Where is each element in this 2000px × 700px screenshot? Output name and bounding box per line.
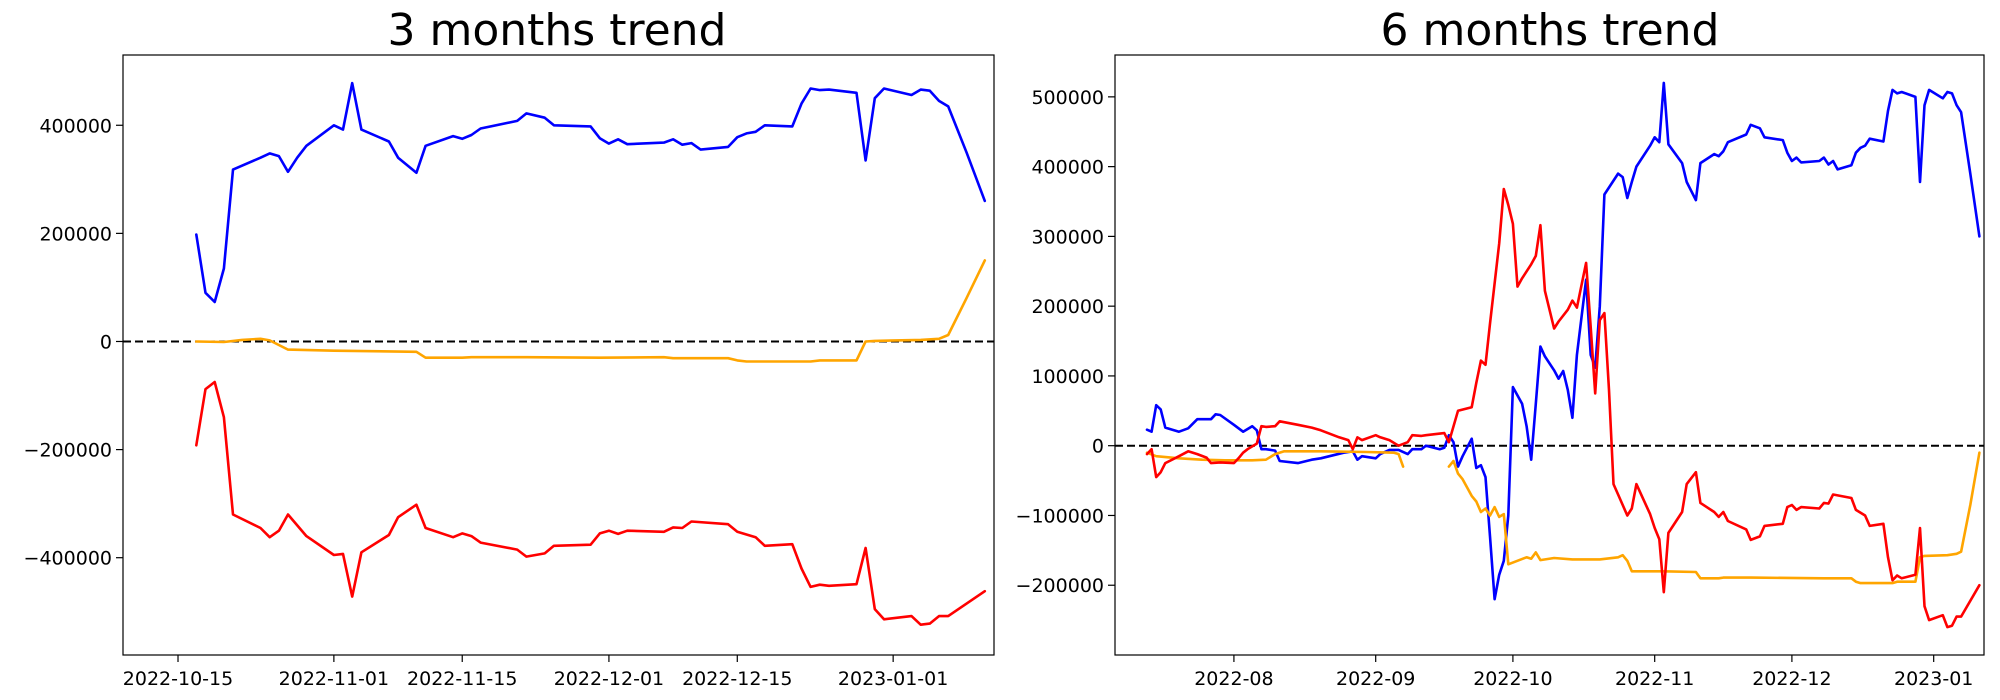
- x-tick-label: 2022-12: [1752, 668, 1831, 690]
- y-tick-label: 300000: [1031, 226, 1104, 248]
- x-tick-label: 2022-12-01: [554, 668, 664, 690]
- axes-frame: [1114, 54, 1985, 656]
- x-tick-label: 2023-01-01: [838, 668, 948, 690]
- x-tick-label: 2022-11-15: [407, 668, 517, 690]
- x-tick-label: 2023-01: [1894, 668, 1973, 690]
- y-tick-label: −200000: [1016, 575, 1104, 597]
- y-tick-label: 400000: [1031, 157, 1104, 179]
- y-tick-label: 200000: [39, 223, 112, 245]
- series-line-1: [195, 259, 987, 363]
- x-tick-label: 2022-08: [1194, 668, 1273, 690]
- plot-area: 2022-08 2022-09 2022-10 2022-11 2022-12 2023-…: [1016, 54, 1985, 690]
- chart-title: 3 months trend: [388, 5, 727, 56]
- x-tick-label: 2022-11: [1615, 668, 1694, 690]
- series-line-2: [1447, 451, 1981, 585]
- y-tick-label: 0: [1092, 436, 1104, 458]
- x-tick-label: 2022-10-15: [123, 668, 233, 690]
- y-tick-label: −200000: [24, 440, 112, 462]
- y-tick-label: 500000: [1031, 87, 1104, 109]
- plot-area: 2022-10-15 2022-11-01 2022-11-15 2022-12-01…: [24, 54, 995, 690]
- y-tick-label: −400000: [24, 548, 112, 570]
- axes-frame: [122, 54, 995, 656]
- series-line-2: [195, 380, 987, 626]
- series-line-0: [195, 81, 987, 304]
- chart-3-months: 3 months trend 2022-10-15 2022-11-01 2022-…: [24, 5, 995, 690]
- series-line-3: [1145, 187, 1981, 629]
- series-line-1: [1145, 450, 1405, 468]
- y-tick-label: −100000: [1016, 505, 1104, 527]
- x-tick-label: 2022-10: [1473, 668, 1552, 690]
- y-tick-label: 0: [100, 331, 112, 353]
- x-tick-label: 2022-12-15: [682, 668, 792, 690]
- y-tick-label: 400000: [39, 115, 112, 137]
- x-tick-label: 2022-11-01: [279, 668, 389, 690]
- y-tick-label: 200000: [1031, 296, 1104, 318]
- y-tick-label: 100000: [1031, 366, 1104, 388]
- chart-6-months: 6 months trend 2022-08 2022-09 2022-10 2022…: [1016, 5, 1985, 690]
- x-tick-label: 2022-09: [1336, 668, 1415, 690]
- series-line-0: [1145, 81, 1981, 601]
- chart-title: 6 months trend: [1381, 5, 1720, 56]
